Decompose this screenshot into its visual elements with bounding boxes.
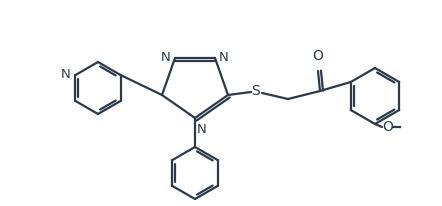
- Text: O: O: [312, 49, 324, 63]
- Text: N: N: [197, 123, 207, 136]
- Text: N: N: [161, 50, 171, 63]
- Text: N: N: [219, 50, 229, 63]
- Text: S: S: [251, 84, 260, 98]
- Text: O: O: [383, 120, 393, 134]
- Text: N: N: [61, 69, 70, 82]
